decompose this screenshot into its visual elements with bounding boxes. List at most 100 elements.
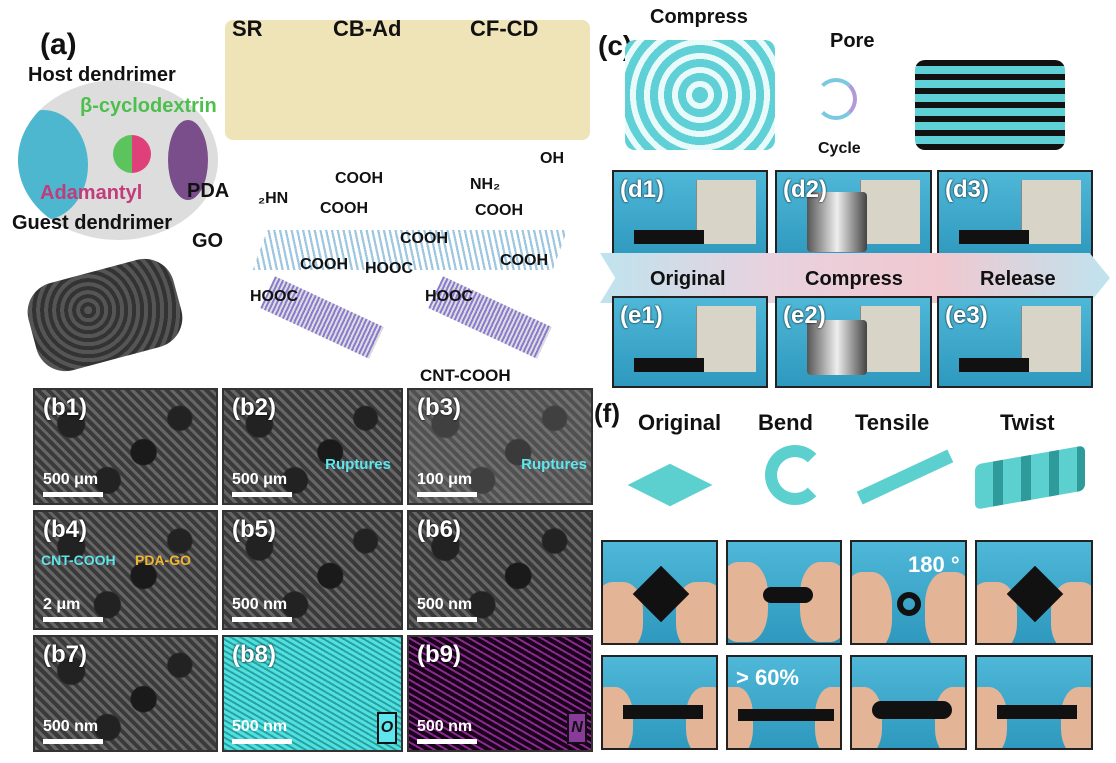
photo-d2: (d2) [775, 170, 932, 260]
pore-structure-left [625, 40, 775, 150]
panel-label: (d3) [945, 176, 989, 203]
photo-d3: (d3) [937, 170, 1093, 260]
bent-sheet-model [765, 445, 825, 505]
cyclodextrin-label: β-cyclodextrin [80, 95, 217, 117]
sem-b4: (b4) CNT-COOH PDA-GO 2 μm [33, 510, 218, 630]
sem-b3: (b3) Ruptures 100 μm [407, 388, 593, 505]
photo-strip-original [601, 655, 718, 750]
cnt-cooh-label: CNT-COOH [41, 552, 116, 568]
amine-label: ₂HN [258, 190, 289, 207]
scale-bar [43, 739, 103, 744]
process-arrow [600, 253, 1110, 303]
sem-b2: (b2) Ruptures 500 μm [222, 388, 403, 505]
hooc-label: HOOC [365, 260, 413, 277]
photo-e2: (e2) [775, 296, 932, 388]
panel-label: (b4) [43, 516, 87, 543]
cooh-label: COOH [320, 200, 368, 217]
stage-original: Original [650, 268, 726, 290]
element-badge: O [377, 712, 397, 744]
strain-label: > 60% [736, 665, 799, 690]
heading-twist: Twist [1000, 410, 1055, 435]
heading-bend: Bend [758, 410, 813, 435]
panel-label-a: (a) [40, 28, 77, 61]
stage-release: Release [980, 268, 1056, 290]
panel-label: (b8) [232, 641, 276, 668]
go-label: GO [192, 230, 224, 252]
photo-strip-release [975, 655, 1093, 750]
amine-label: NH₂ [470, 176, 501, 193]
cycle-label: Cycle [818, 140, 861, 157]
element-badge: N [567, 712, 587, 744]
host-dendrimer-label: Host dendrimer [28, 64, 176, 86]
matrix-layer [225, 20, 590, 140]
scale-label: 500 nm [232, 596, 288, 613]
scale-bar [232, 492, 292, 497]
scale-bar [417, 739, 477, 744]
scale-label: 500 μm [43, 471, 99, 488]
scale-label: 500 nm [43, 718, 99, 735]
sr-label: SR [232, 16, 263, 41]
photo-e3: (e3) [937, 296, 1093, 388]
scale-label: 100 μm [417, 471, 473, 488]
scale-bar [43, 492, 103, 497]
cooh-label: COOH [300, 256, 348, 273]
eds-map-oxygen: (b8) O 500 nm [222, 635, 403, 752]
scale-label: 500 nm [417, 718, 473, 735]
sem-b1: (b1) 500 μm [33, 388, 218, 505]
scale-bar [43, 617, 103, 622]
panel-label: (d1) [620, 176, 664, 203]
eds-map-nitrogen: (b9) N 500 nm [407, 635, 593, 752]
scale-bar [417, 492, 477, 497]
panel-label: (b2) [232, 394, 276, 421]
panel-label-f: (f) [594, 398, 620, 428]
pore-structure-right [915, 60, 1065, 150]
cooh-label: COOH [400, 230, 448, 247]
panel-label: (d2) [783, 176, 827, 203]
photo-bend [726, 540, 842, 645]
adamantyl-label: Adamantyl [40, 182, 143, 204]
sem-b5: (b5) 500 nm [222, 510, 403, 630]
stage-compress: Compress [805, 268, 903, 290]
cf-cd-label: CF-CD [470, 16, 539, 41]
hydroxyl-label: OH [540, 150, 564, 167]
scale-label: 500 nm [232, 718, 288, 735]
cooh-label: COOH [500, 252, 548, 269]
pda-label: PDA [187, 180, 230, 202]
scale-label: 500 μm [232, 471, 288, 488]
sem-b7: (b7) 500 nm [33, 635, 218, 752]
cb-ad-label: CB-Ad [333, 16, 402, 41]
tensile-specimen-model [856, 449, 954, 505]
heading-tensile: Tensile [855, 410, 930, 435]
photo-twist [975, 540, 1093, 645]
panel-label: (e2) [783, 302, 826, 329]
panel-label: (b1) [43, 394, 87, 421]
panel-label: (b6) [417, 516, 461, 543]
photo-original [601, 540, 718, 645]
panel-label: (b5) [232, 516, 276, 543]
panel-label: (b9) [417, 641, 461, 668]
photo-fold-180: 180 ° [850, 540, 967, 645]
cooh-label: COOH [335, 170, 383, 187]
zoom-circle [18, 80, 218, 240]
scale-bar [417, 617, 477, 622]
hooc-label: HOOC [250, 288, 298, 305]
porous-sponge-image [20, 252, 190, 378]
ruptures-label: Ruptures [325, 456, 391, 473]
photo-strip-stretch: > 60% [726, 655, 842, 750]
panel-label: (e1) [620, 302, 663, 329]
scale-bar [232, 739, 292, 744]
hooc-label: HOOC [425, 288, 473, 305]
pore-label: Pore [830, 30, 875, 52]
heading-original: Original [638, 410, 722, 435]
ruptures-label: Ruptures [521, 456, 587, 473]
angle-label: 180 ° [908, 552, 960, 577]
guest-dendrimer-label: Guest dendrimer [12, 212, 173, 234]
photo-d1: (d1) [612, 170, 768, 260]
cnt-cooh-label: CNT-COOH [420, 366, 511, 385]
compress-label: Compress [650, 6, 748, 28]
scale-label: 2 μm [43, 596, 81, 613]
pda-go-label: PDA-GO [135, 552, 191, 568]
flat-sheet-model [627, 463, 713, 507]
twisted-sheet-model [975, 445, 1085, 510]
panel-label: (b3) [417, 394, 461, 421]
